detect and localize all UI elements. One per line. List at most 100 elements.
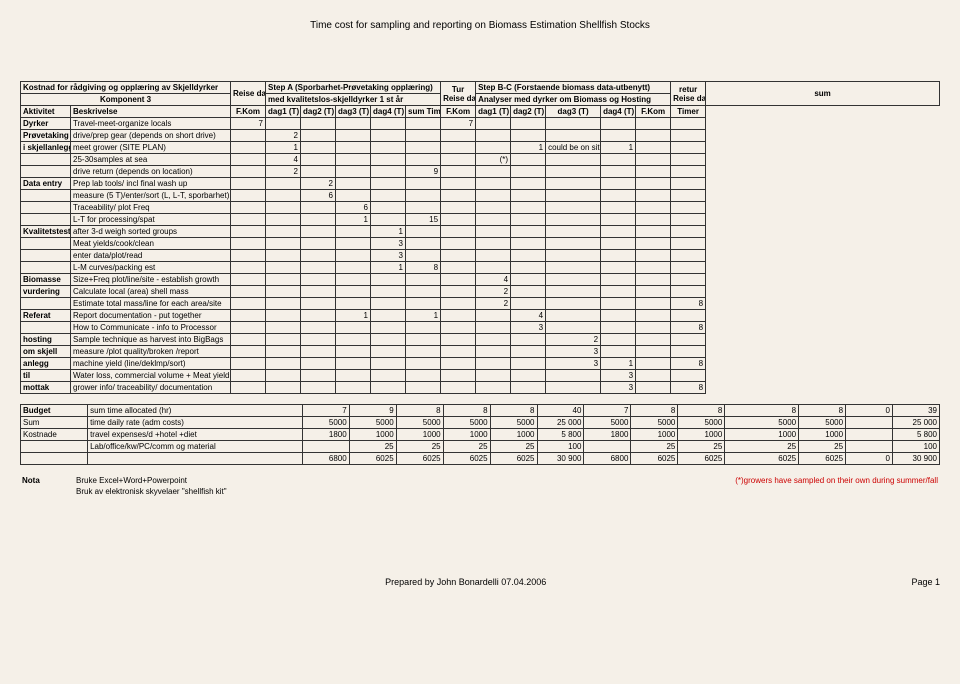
cell: om skjell bbox=[21, 346, 71, 358]
cell bbox=[546, 118, 601, 130]
cell: mottak bbox=[21, 382, 71, 394]
cell bbox=[406, 322, 441, 334]
cell bbox=[476, 370, 511, 382]
cell bbox=[441, 130, 476, 142]
cell: 1 bbox=[371, 226, 406, 238]
cell bbox=[846, 417, 893, 429]
cell bbox=[231, 130, 266, 142]
cell bbox=[302, 441, 349, 453]
cell bbox=[266, 358, 301, 370]
cell: 9 bbox=[349, 405, 396, 417]
cell bbox=[336, 130, 371, 142]
cell bbox=[636, 166, 671, 178]
cell bbox=[266, 274, 301, 286]
cell bbox=[601, 286, 636, 298]
cell bbox=[671, 262, 706, 274]
table-row: L-T for processing/spat115 bbox=[21, 214, 940, 226]
cell bbox=[336, 118, 371, 130]
cell bbox=[601, 226, 636, 238]
cell bbox=[231, 250, 266, 262]
cell: 39 bbox=[893, 405, 940, 417]
cell bbox=[511, 130, 546, 142]
cell: 5000 bbox=[631, 417, 678, 429]
table-row: How to Communicate - info to Processor38 bbox=[21, 322, 940, 334]
cell: Report documentation - put together bbox=[71, 310, 231, 322]
cell: enter data/plot/read bbox=[71, 250, 231, 262]
cell bbox=[511, 334, 546, 346]
cell bbox=[511, 382, 546, 394]
step-b-sub: Analyser med dyrker om Biomass og Hostin… bbox=[476, 94, 671, 106]
cell: 3 bbox=[371, 238, 406, 250]
cell: How to Communicate - info to Processor bbox=[71, 322, 231, 334]
cell bbox=[546, 130, 601, 142]
cell bbox=[476, 142, 511, 154]
table-row: Meat yields/cook/clean3 bbox=[21, 238, 940, 250]
cell bbox=[231, 226, 266, 238]
cell bbox=[511, 358, 546, 370]
cell bbox=[546, 262, 601, 274]
cell: 7 bbox=[231, 118, 266, 130]
cell: Referat bbox=[21, 310, 71, 322]
cell: 40 bbox=[537, 405, 584, 417]
cell: 6025 bbox=[799, 453, 846, 465]
budget-row: Sumtime daily rate (adm costs)5000500050… bbox=[21, 417, 940, 429]
cell: 25 000 bbox=[893, 417, 940, 429]
cell bbox=[636, 178, 671, 190]
cell bbox=[476, 226, 511, 238]
cell bbox=[476, 322, 511, 334]
cell: anlegg bbox=[21, 358, 71, 370]
cell bbox=[231, 142, 266, 154]
cell: 5000 bbox=[443, 417, 490, 429]
cell: 5000 bbox=[396, 417, 443, 429]
cell bbox=[441, 190, 476, 202]
cell: 1000 bbox=[349, 429, 396, 441]
cell bbox=[636, 346, 671, 358]
cell bbox=[636, 334, 671, 346]
table-row: hostingSample technique as harvest into … bbox=[21, 334, 940, 346]
h-dag3-a: dag3 (T) bbox=[336, 106, 371, 118]
cell bbox=[231, 346, 266, 358]
cell bbox=[336, 154, 371, 166]
h-dag2-a: dag2 (T) bbox=[301, 106, 336, 118]
cell bbox=[21, 298, 71, 310]
cell bbox=[371, 346, 406, 358]
cell bbox=[336, 226, 371, 238]
h-dag4-b: dag4 (T) bbox=[601, 106, 636, 118]
cell bbox=[21, 238, 71, 250]
cell: 1000 bbox=[490, 429, 537, 441]
cell bbox=[636, 238, 671, 250]
h-aktivitet: Aktivitet bbox=[21, 106, 71, 118]
cell bbox=[406, 178, 441, 190]
h-fkom-b: F.Kom bbox=[441, 106, 476, 118]
cell bbox=[21, 166, 71, 178]
cell: after 3-d weigh sorted groups bbox=[71, 226, 231, 238]
table-row: vurderingCalculate local (area) shell ma… bbox=[21, 286, 940, 298]
cell: Travel-meet-organize locals bbox=[71, 118, 231, 130]
cell bbox=[21, 453, 88, 465]
cell bbox=[231, 154, 266, 166]
cell bbox=[441, 322, 476, 334]
cell bbox=[231, 358, 266, 370]
h-dag2-b: dag2 (T) bbox=[511, 106, 546, 118]
cell bbox=[406, 202, 441, 214]
cell bbox=[584, 441, 631, 453]
cell: Sample technique as harvest into BigBags bbox=[71, 334, 231, 346]
cell: 3 bbox=[601, 382, 636, 394]
cell bbox=[371, 214, 406, 226]
cell bbox=[406, 358, 441, 370]
cell: Kostnade bbox=[21, 429, 88, 441]
table-row: L-M curves/packing est18 bbox=[21, 262, 940, 274]
cell bbox=[671, 118, 706, 130]
cell: 9 bbox=[406, 166, 441, 178]
cell: 6025 bbox=[443, 453, 490, 465]
cell bbox=[406, 346, 441, 358]
kostnad-header: Kostnad for rådgiving og opplæring av Sk… bbox=[21, 82, 231, 94]
cell: i skjellanlegg bbox=[21, 142, 71, 154]
cell bbox=[511, 238, 546, 250]
cell bbox=[371, 166, 406, 178]
cell: 30 900 bbox=[893, 453, 940, 465]
cell: 1 bbox=[406, 310, 441, 322]
cell bbox=[301, 142, 336, 154]
cell bbox=[546, 190, 601, 202]
cell: 3 bbox=[546, 346, 601, 358]
